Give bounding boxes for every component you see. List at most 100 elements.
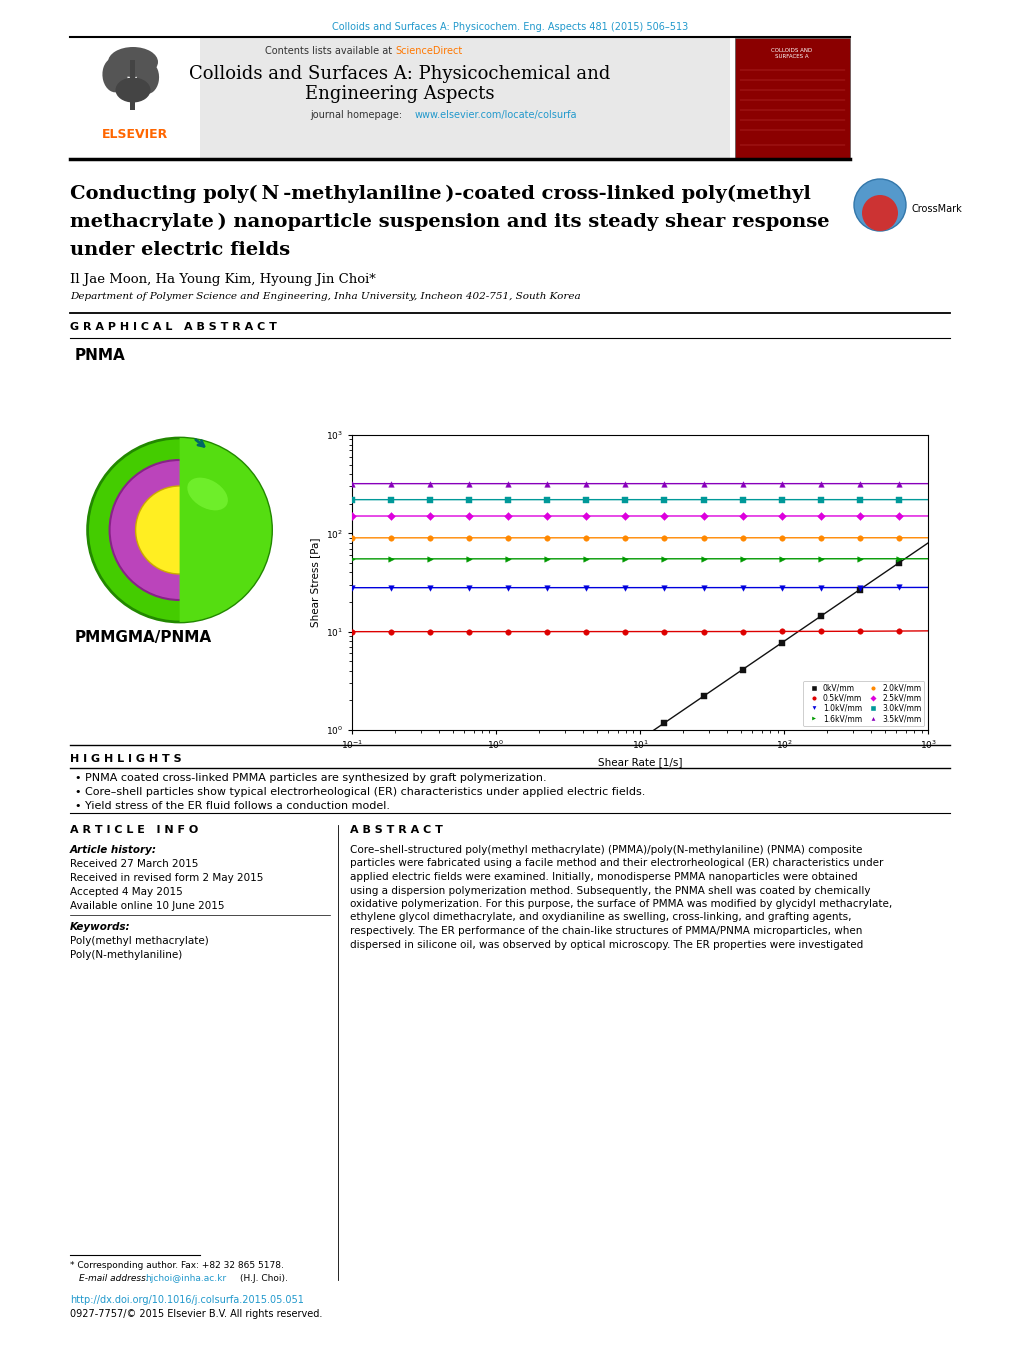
Point — [616, 577, 633, 598]
Point — [890, 620, 906, 642]
Point — [616, 489, 633, 511]
Point — [734, 527, 750, 549]
Point — [539, 549, 555, 570]
Point — [772, 489, 789, 511]
Point — [772, 620, 789, 642]
Point — [772, 505, 789, 527]
Point — [851, 473, 867, 494]
Point — [851, 489, 867, 511]
Text: • Yield stress of the ER fluid follows a conduction model.: • Yield stress of the ER fluid follows a… — [75, 801, 389, 811]
Ellipse shape — [861, 195, 897, 231]
Text: Engineering Aspects: Engineering Aspects — [305, 85, 494, 103]
Point — [734, 659, 750, 681]
Point — [578, 577, 594, 598]
Text: hjchoi@inha.ac.kr: hjchoi@inha.ac.kr — [145, 1274, 226, 1283]
Bar — [70, 38, 730, 158]
Point — [461, 577, 477, 598]
Text: A B S T R A C T: A B S T R A C T — [350, 825, 442, 835]
Point — [422, 577, 438, 598]
Ellipse shape — [88, 438, 271, 621]
Point — [655, 712, 672, 734]
Ellipse shape — [137, 62, 159, 95]
Point — [616, 473, 633, 494]
Point — [461, 846, 477, 867]
Text: PNMA: PNMA — [75, 349, 125, 363]
Point — [851, 578, 867, 600]
Point — [578, 527, 594, 549]
Point — [343, 505, 360, 527]
Text: Department of Polymer Science and Engineering, Inha University, Incheon 402-751,: Department of Polymer Science and Engine… — [70, 292, 580, 301]
Point — [461, 505, 477, 527]
Point — [812, 527, 828, 549]
Point — [343, 527, 360, 549]
Point — [539, 792, 555, 813]
Point — [851, 620, 867, 642]
Text: CrossMark: CrossMark — [911, 204, 962, 213]
Text: Received 27 March 2015: Received 27 March 2015 — [70, 859, 198, 869]
Point — [734, 577, 750, 598]
Point — [772, 577, 789, 598]
Point — [734, 620, 750, 642]
Text: Il Jae Moon, Ha Young Kim, Hyoung Jin Choi*: Il Jae Moon, Ha Young Kim, Hyoung Jin Ch… — [70, 273, 375, 286]
Point — [578, 621, 594, 643]
Point — [851, 527, 867, 549]
Point — [539, 473, 555, 494]
Point — [539, 577, 555, 598]
Point — [655, 621, 672, 643]
Bar — [70, 38, 200, 158]
Text: under electric fields: under electric fields — [70, 240, 289, 259]
Point — [890, 527, 906, 549]
Point — [422, 489, 438, 511]
Point — [851, 549, 867, 570]
Text: PMMGMA/PNMA: PMMGMA/PNMA — [75, 630, 212, 644]
Point — [382, 577, 398, 598]
Text: oxidative polymerization. For this purpose, the surface of PMMA was modified by : oxidative polymerization. For this purpo… — [350, 898, 892, 909]
Point — [695, 505, 711, 527]
Point — [382, 549, 398, 570]
Point — [499, 473, 516, 494]
Text: Colloids and Surfaces A: Physicochem. Eng. Aspects 481 (2015) 506–513: Colloids and Surfaces A: Physicochem. En… — [331, 22, 688, 32]
Text: particles were fabricated using a facile method and their electrorheological (ER: particles were fabricated using a facile… — [350, 858, 882, 869]
Y-axis label: Shear Stress [Pa]: Shear Stress [Pa] — [310, 538, 320, 627]
Ellipse shape — [136, 486, 223, 574]
Text: COLLOIDS AND
SURFACES A: COLLOIDS AND SURFACES A — [770, 49, 812, 59]
Point — [655, 505, 672, 527]
Point — [539, 489, 555, 511]
Legend: 0kV/mm, 0.5kV/mm, 1.0kV/mm, 1.6kV/mm, 2.0kV/mm, 2.5kV/mm, 3.0kV/mm, 3.5kV/mm: 0kV/mm, 0.5kV/mm, 1.0kV/mm, 1.6kV/mm, 2.… — [802, 681, 923, 727]
Bar — [735, 38, 849, 158]
Point — [734, 489, 750, 511]
Point — [695, 577, 711, 598]
Text: Received in revised form 2 May 2015: Received in revised form 2 May 2015 — [70, 873, 263, 884]
Text: Contents lists available at: Contents lists available at — [265, 46, 394, 55]
Text: * Corresponding author. Fax: +82 32 865 5178.: * Corresponding author. Fax: +82 32 865 … — [70, 1260, 283, 1270]
Point — [655, 577, 672, 598]
Ellipse shape — [853, 178, 905, 231]
Point — [499, 621, 516, 643]
Point — [422, 473, 438, 494]
Text: journal homepage:: journal homepage: — [310, 109, 405, 120]
Point — [734, 549, 750, 570]
Point — [695, 549, 711, 570]
Point — [382, 505, 398, 527]
Point — [890, 489, 906, 511]
Point — [772, 527, 789, 549]
Point — [890, 549, 906, 570]
Point — [616, 739, 633, 761]
Text: methacrylate ) nanoparticle suspension and its steady shear response: methacrylate ) nanoparticle suspension a… — [70, 213, 828, 231]
Point — [422, 621, 438, 643]
Text: Poly(N-methylaniline): Poly(N-methylaniline) — [70, 950, 182, 961]
Point — [812, 549, 828, 570]
Point — [772, 549, 789, 570]
Point — [655, 527, 672, 549]
Point — [851, 577, 867, 598]
Text: ethylene glycol dimethacrylate, and oxydianiline as swelling, cross-linking, and: ethylene glycol dimethacrylate, and oxyd… — [350, 912, 851, 923]
Point — [695, 489, 711, 511]
Point — [890, 577, 906, 598]
X-axis label: Shear Rate [1/s]: Shear Rate [1/s] — [597, 757, 682, 767]
Point — [461, 527, 477, 549]
Text: ScienceDirect: ScienceDirect — [394, 46, 462, 55]
Point — [382, 489, 398, 511]
Point — [461, 473, 477, 494]
Point — [499, 819, 516, 840]
Point — [539, 505, 555, 527]
